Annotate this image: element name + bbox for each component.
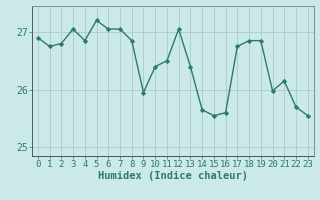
X-axis label: Humidex (Indice chaleur): Humidex (Indice chaleur) [98,171,248,181]
